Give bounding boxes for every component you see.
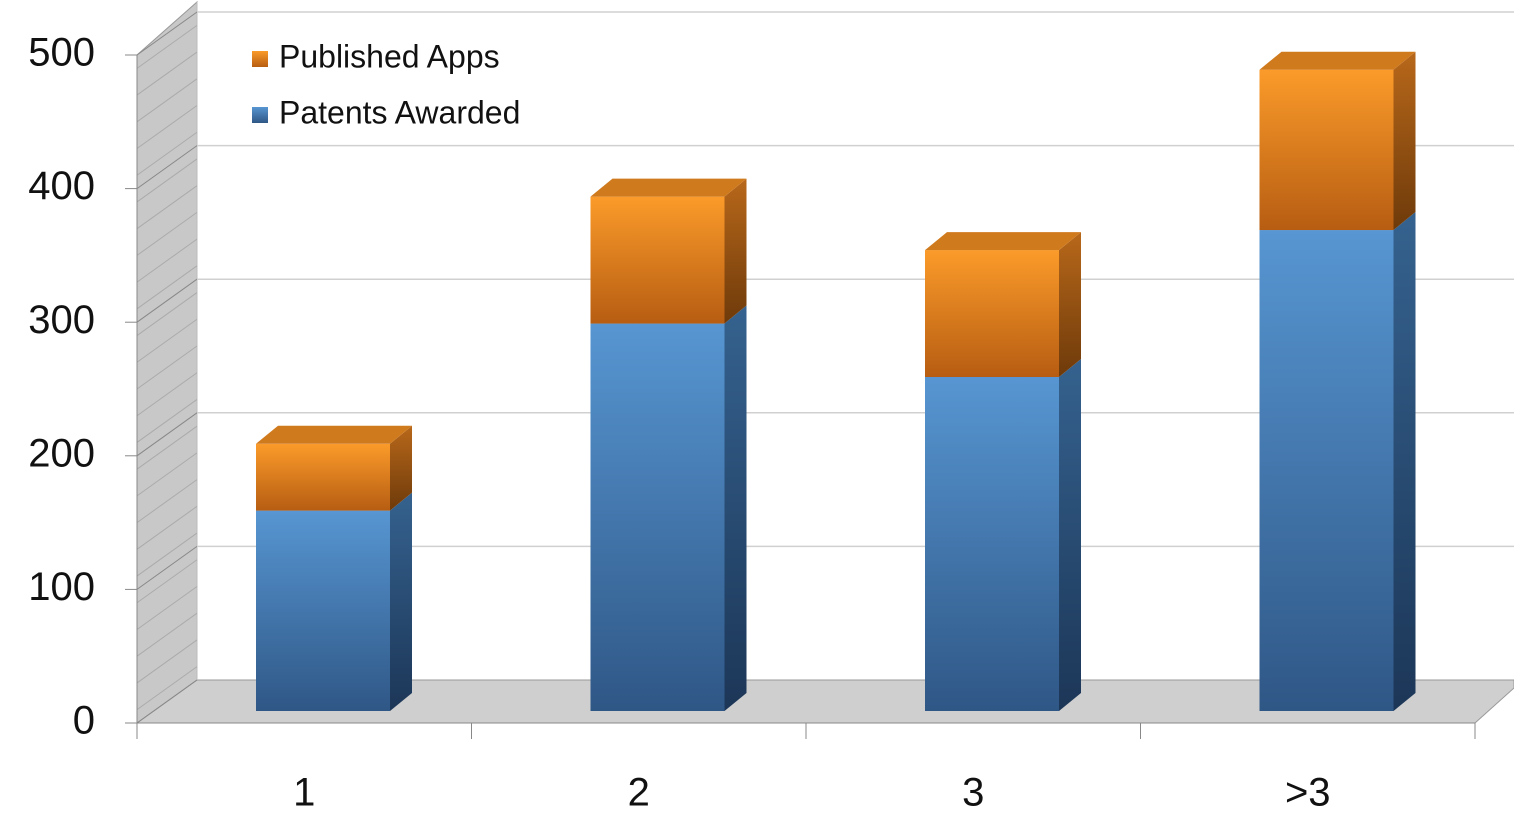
legend-swatch — [252, 107, 268, 123]
grid-line — [136, 278, 198, 323]
wall-line — [136, 78, 198, 123]
grid-line — [136, 145, 198, 190]
x-tick-label: 1 — [293, 771, 315, 814]
bar-side — [1393, 51, 1416, 231]
wall-line — [136, 399, 198, 443]
bar-side — [390, 425, 412, 511]
plot-area: 0 100 200 300 400 500 1 2 3 >3 — [28, 0, 1514, 815]
wall-line — [136, 345, 198, 390]
bar — [925, 250, 1059, 377]
bar — [256, 510, 390, 711]
bar — [1259, 69, 1394, 231]
wall-line — [136, 666, 198, 711]
grid-line — [136, 545, 198, 590]
bar — [1259, 230, 1394, 712]
bar — [256, 443, 390, 511]
x-tick-label: 2 — [628, 771, 650, 814]
bar-top — [590, 178, 747, 197]
bar-side — [1393, 212, 1416, 712]
wall-line — [136, 51, 198, 96]
bar-top — [1259, 51, 1416, 70]
y-tick-label: 500 — [28, 31, 95, 75]
bar — [925, 377, 1059, 711]
wall-line — [136, 318, 198, 363]
wall-line — [136, 425, 198, 470]
x-tick-label: 3 — [962, 771, 984, 814]
bars — [256, 51, 1416, 712]
wall-line — [136, 612, 198, 657]
wall-line — [136, 238, 198, 283]
bar-side — [1059, 232, 1081, 377]
y-tick-label: 400 — [28, 164, 95, 208]
bar-side — [724, 305, 747, 711]
wall-line — [136, 24, 198, 69]
wall-line — [136, 185, 198, 230]
wall-line — [136, 105, 198, 149]
wall-line — [136, 479, 198, 524]
bar-top — [925, 232, 1081, 251]
bar — [590, 323, 725, 711]
y-tick-label: 0 — [73, 699, 95, 743]
wall-line — [136, 532, 198, 577]
wall-line — [136, 452, 198, 497]
wall-line — [136, 372, 198, 417]
bar — [590, 196, 725, 324]
bar-top — [256, 425, 412, 444]
y-tick-label: 200 — [28, 431, 95, 475]
legend-label: Patents Awarded — [279, 94, 520, 130]
legend: Published Apps Patents Awarded — [252, 38, 520, 130]
wall-line — [136, 505, 198, 550]
wall-line — [136, 211, 198, 256]
legend-swatch — [252, 51, 268, 67]
bar-side — [724, 178, 747, 324]
x-tick-label: >3 — [1285, 771, 1331, 814]
grid-line — [136, 412, 198, 457]
grid-line — [136, 11, 198, 56]
wall-line — [136, 586, 198, 630]
grid-line — [136, 679, 198, 724]
wall-line — [136, 265, 198, 310]
wall-line — [136, 158, 198, 203]
legend-label: Published Apps — [279, 38, 500, 74]
bar-side — [390, 492, 412, 711]
wall-line — [136, 292, 198, 336]
side-wall — [136, 0, 198, 724]
wall-line — [136, 559, 198, 604]
wall-line — [136, 639, 198, 684]
wall-line — [136, 131, 198, 176]
bar-side — [1059, 359, 1081, 711]
y-tick-label: 100 — [28, 565, 95, 609]
y-tick-label: 300 — [28, 298, 95, 342]
